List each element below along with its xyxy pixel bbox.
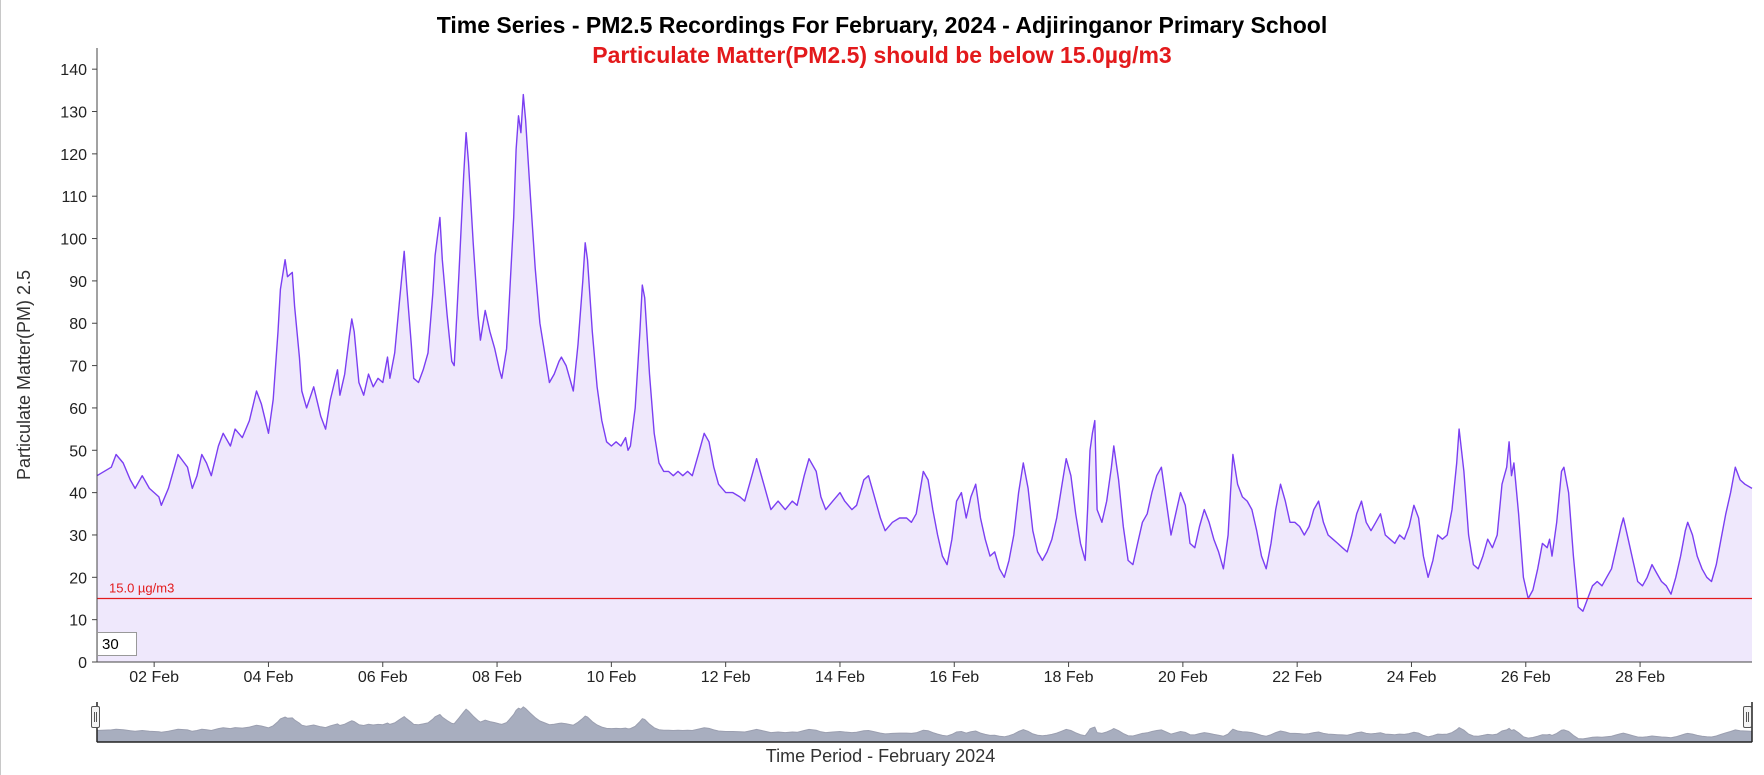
y-tick-label: 110	[61, 189, 87, 206]
time-navigator[interactable]	[96, 702, 1753, 743]
page-left-border	[0, 0, 1, 775]
y-axis-label: Particulate Matter(PM) 2.5	[14, 270, 34, 480]
x-tick-label: 16 Feb	[929, 669, 979, 686]
navigator-left-handle[interactable]	[91, 706, 100, 728]
navigator-right-handle[interactable]	[1743, 706, 1752, 728]
y-tick-label: 130	[60, 105, 87, 122]
navigator-series-area	[96, 706, 1753, 743]
y-tick-label: 60	[69, 401, 87, 418]
x-tick-label: 12 Feb	[701, 669, 751, 686]
series-area-fill	[97, 94, 1752, 663]
y-tick-label: 120	[60, 147, 87, 164]
y-tick-label: 0	[78, 655, 87, 672]
x-tick-label: 08 Feb	[472, 669, 522, 686]
x-tick-label: 26 Feb	[1501, 669, 1551, 686]
y-tick-label: 40	[69, 486, 87, 503]
y-tick-label: 10	[69, 613, 87, 630]
x-tick-label: 02 Feb	[129, 669, 179, 686]
y-tick-label: 70	[69, 359, 87, 376]
x-tick-label: 14 Feb	[815, 669, 865, 686]
plot-area: 15.0 µg/m3	[96, 93, 1753, 663]
x-axis-label: Time Period - February 2024	[766, 746, 995, 766]
y-tick-label: 20	[69, 570, 87, 587]
x-tick-label: 20 Feb	[1158, 669, 1208, 686]
x-tick-label: 28 Feb	[1615, 669, 1665, 686]
chart-title: Time Series - PM2.5 Recordings For Febru…	[436, 12, 1328, 38]
axes: 0 10 20 30 40 50 60 70 80 90 100 110 120 130 140 02 Fe…	[14, 48, 1752, 686]
y-axis-ticks: 0 10 20 30 40 50 60 70 80 90 100 110 120 130 140	[60, 62, 97, 672]
y-tick-label: 30	[69, 528, 87, 545]
y-tick-label: 100	[60, 232, 87, 249]
x-tick-label: 06 Feb	[358, 669, 408, 686]
x-tick-label: 18 Feb	[1044, 669, 1094, 686]
y-tick-label: 50	[69, 443, 87, 460]
chart-subtitle: Particulate Matter(PM2.5) should be belo…	[592, 42, 1172, 68]
y-tick-label: 80	[69, 316, 87, 333]
x-axis-ticks: 02 Feb 04 Feb 06 Feb 08 Feb 10 Feb 12 Feb 14 F…	[129, 662, 1665, 686]
series-line	[96, 93, 1753, 612]
x-tick-label: 10 Feb	[586, 669, 636, 686]
y-tick-label: 140	[60, 62, 87, 79]
x-tick-label: 04 Feb	[244, 669, 294, 686]
zoom-level-input[interactable]	[97, 632, 137, 656]
x-tick-label: 22 Feb	[1272, 669, 1322, 686]
y-tick-label: 90	[69, 274, 87, 291]
threshold-label: 15.0 µg/m3	[109, 580, 174, 595]
x-tick-label: 24 Feb	[1387, 669, 1437, 686]
